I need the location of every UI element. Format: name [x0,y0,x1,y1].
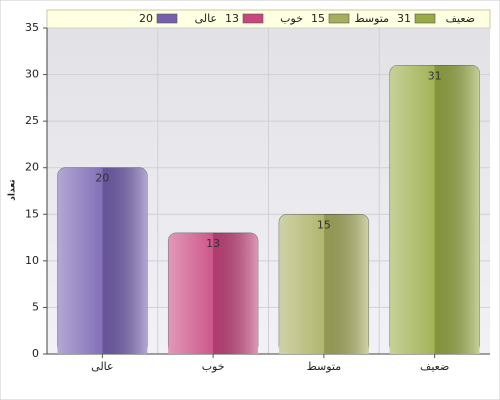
legend-value: 15 [311,12,325,25]
bar-base-shade [57,346,148,354]
bar-base-shade [168,346,258,354]
y-tick-label: 5 [32,300,39,313]
x-tick-label: خوب [202,360,225,373]
bar-base-shade [389,346,480,354]
y-tick-label: 20 [25,161,39,174]
bar-group [278,213,370,355]
data-label: 13 [206,237,220,250]
y-tick-label: 15 [25,207,39,220]
legend-label: ضعیف [446,12,475,25]
data-label: 15 [317,218,331,231]
legend-value: 13 [225,12,239,25]
x-tick-label: ضعیف [420,360,449,373]
legend-value: 20 [139,12,153,25]
legend-swatch [156,13,178,24]
y-tick-label: 35 [25,21,39,34]
y-axis-label: تعداد [8,179,18,200]
bar-group [167,232,259,355]
bar-shade [57,167,148,354]
legend-swatch [414,13,436,24]
legend-label: خوب [280,12,303,25]
legend-swatch [242,13,264,24]
bar-base-shade [279,346,369,354]
y-tick-label: 25 [25,114,39,127]
data-label: 31 [428,69,442,82]
data-label: 20 [95,172,109,185]
bar-shade [279,214,369,354]
legend-swatch [328,13,350,24]
x-tick-label: عالی [91,360,113,373]
legend-value: 31 [397,12,411,25]
legend-label: عالی [195,12,217,25]
y-tick-label: 10 [25,254,39,267]
y-tick-label: 30 [25,68,39,81]
legend-label: متوسط [354,12,389,25]
bar-shade [168,232,258,354]
bar-shade [389,65,480,354]
x-tick-label: متوسط [307,360,342,373]
y-tick-label: 0 [32,347,39,360]
bar-group [57,167,148,355]
bar-group [389,64,480,355]
